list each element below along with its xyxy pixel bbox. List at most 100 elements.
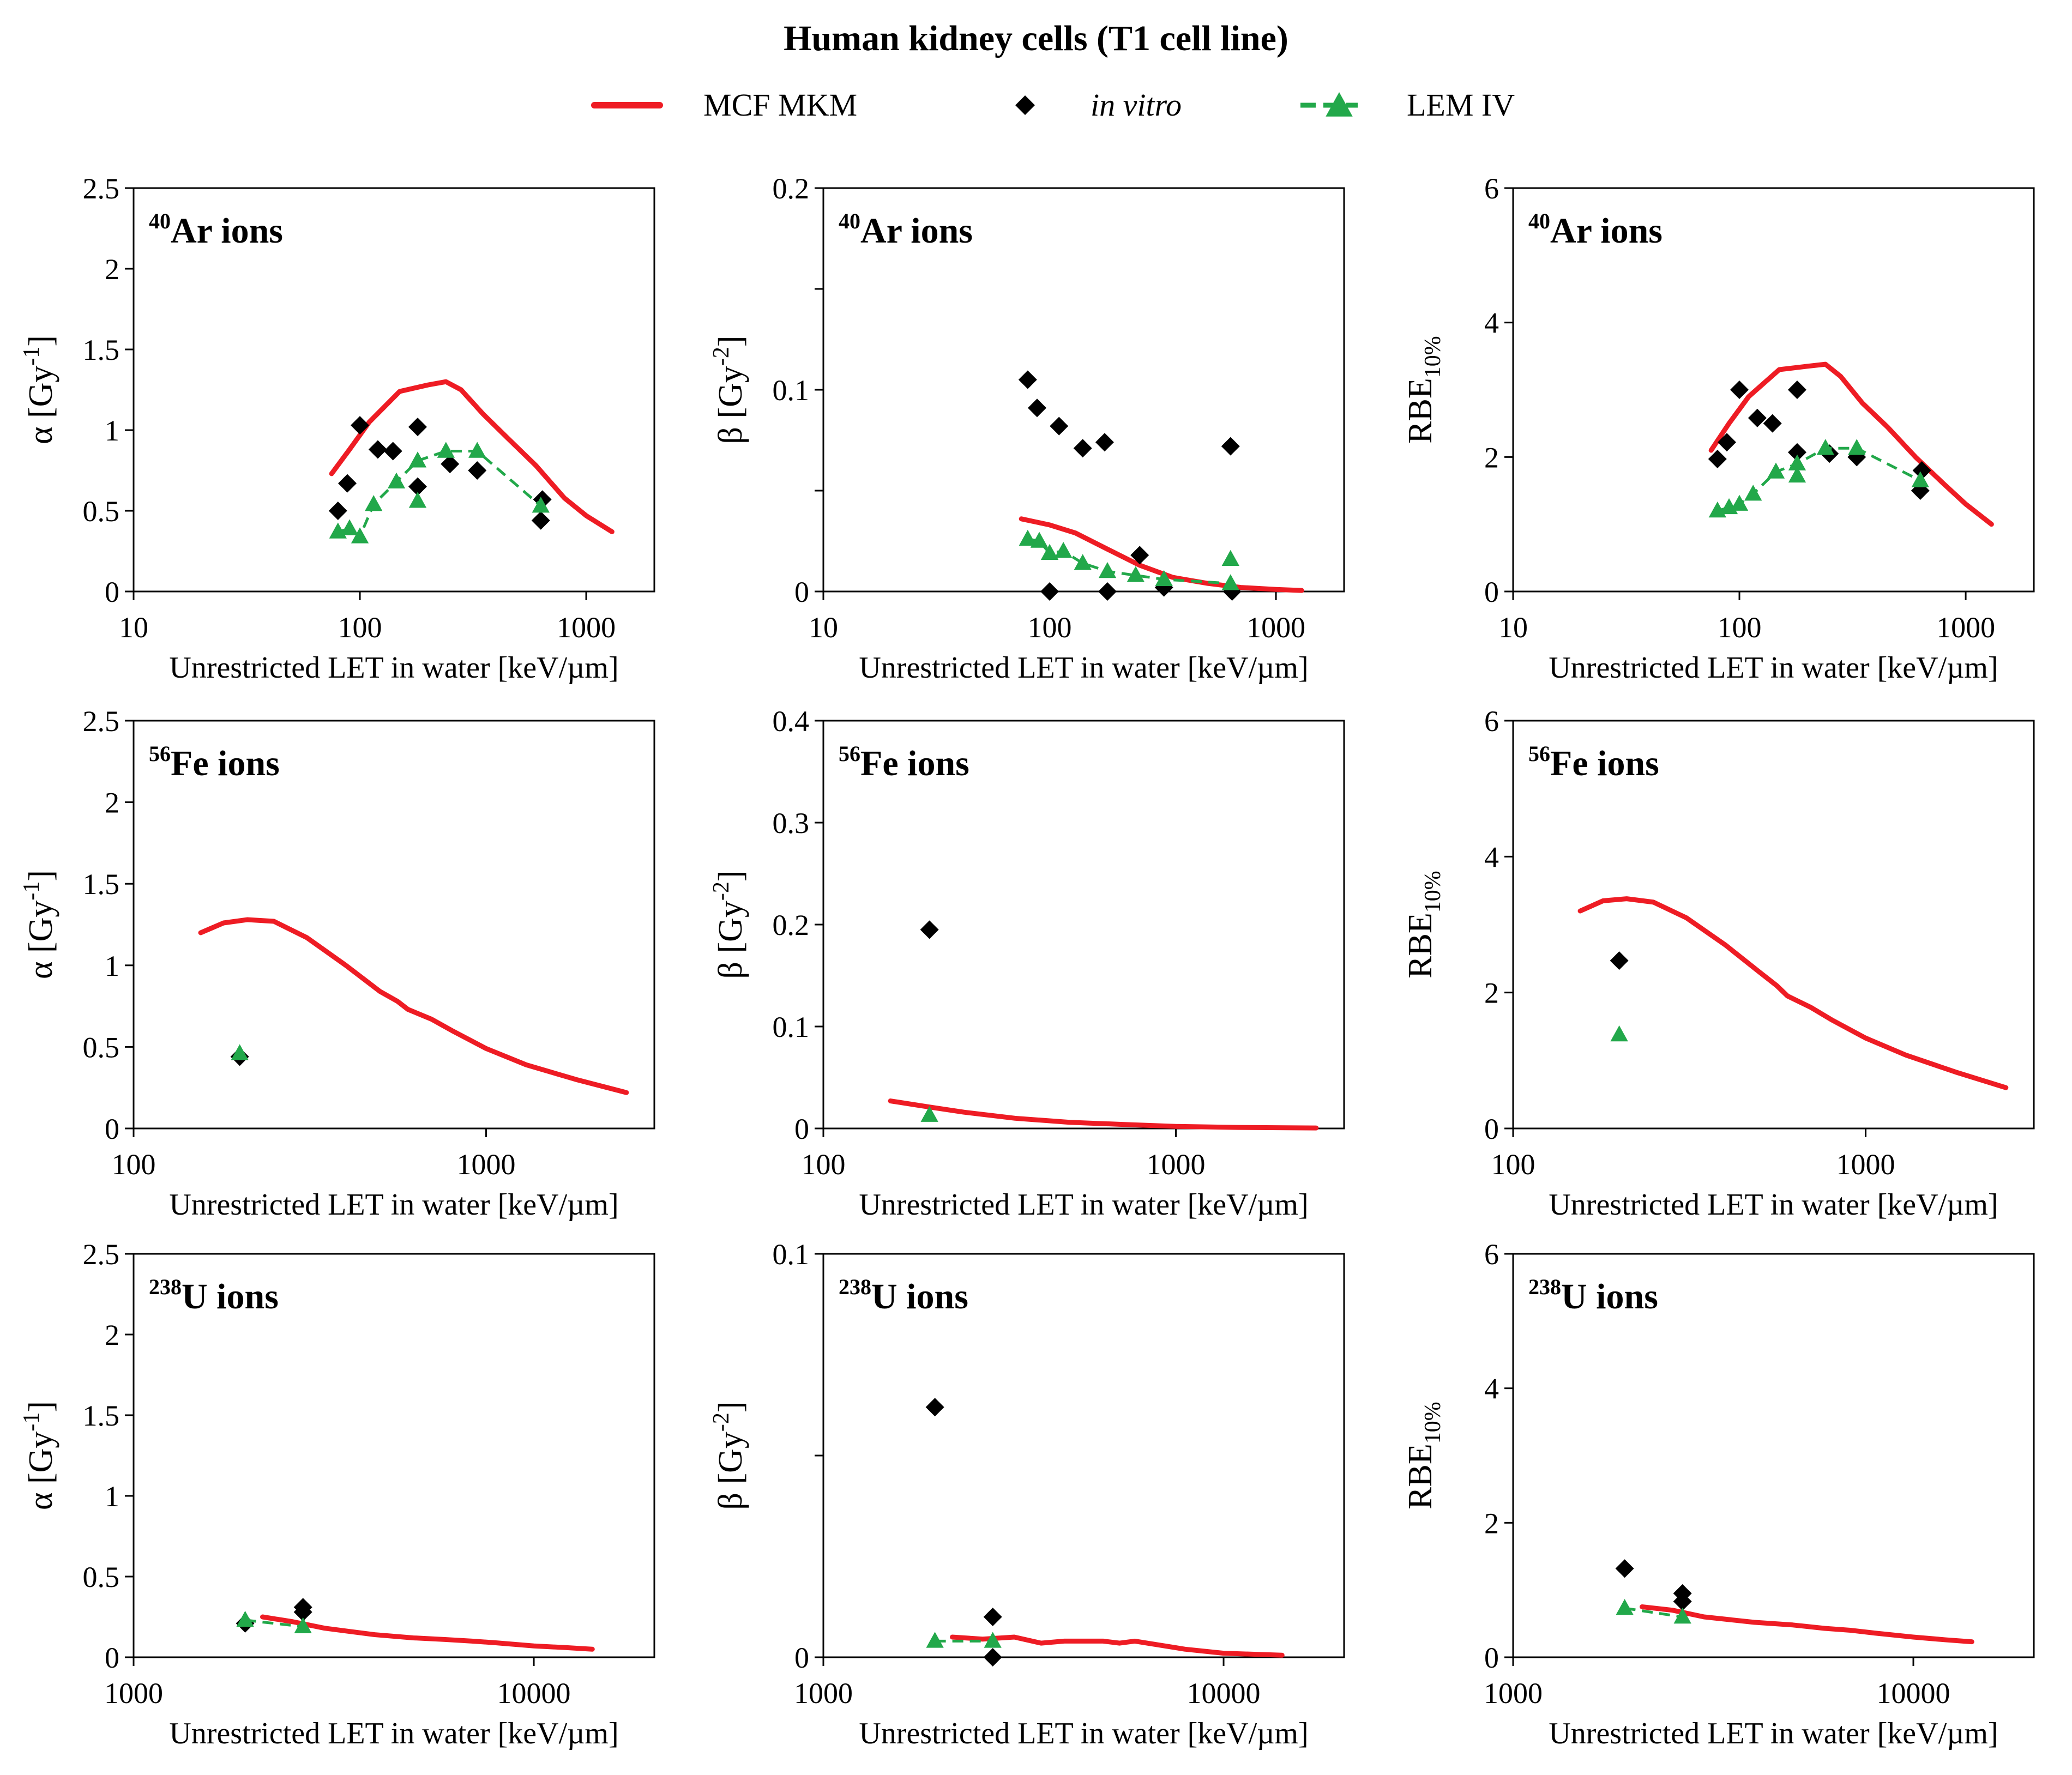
ion-mass-number: 238 bbox=[839, 1275, 871, 1299]
y-label-sup: -1 bbox=[19, 347, 44, 366]
ion-mass-number: 40 bbox=[1528, 209, 1550, 233]
y-axis-label: α [Gy-1] bbox=[19, 335, 59, 444]
y-label-sub: 10% bbox=[1420, 1402, 1445, 1444]
mcf-mkm-line bbox=[1708, 361, 1994, 527]
x-axis-label: Unrestricted LET in water [keV/µm] bbox=[1549, 1717, 1998, 1750]
ion-mass-number: 56 bbox=[839, 741, 860, 766]
ion-name: Ar ions bbox=[1550, 211, 1663, 251]
ion-name: Fe ions bbox=[860, 744, 969, 783]
x-axis-label: Unrestricted LET in water [keV/µm] bbox=[169, 1717, 618, 1750]
panel-ion-label: 56Fe ions bbox=[839, 741, 969, 783]
in-vitro-point bbox=[1787, 443, 1806, 462]
in-vitro-point bbox=[531, 511, 550, 530]
y-tick-label: 6 bbox=[1484, 705, 1499, 738]
x-tick-label: 10000 bbox=[1187, 1677, 1261, 1710]
y-tick-label: 0 bbox=[105, 1641, 119, 1674]
panel-ar-beta: 0 0.1 0.2 10 100 1000 Unrestricted LET in wate… bbox=[709, 172, 1345, 685]
lem-iv-point bbox=[468, 442, 486, 458]
in-vitro-point bbox=[351, 416, 370, 435]
lem-iv-point bbox=[294, 1617, 312, 1633]
lem-iv-point bbox=[1616, 1598, 1634, 1615]
y-axis-label: RBE10% bbox=[1402, 336, 1445, 444]
y-tick-label: 2.5 bbox=[83, 172, 120, 205]
in-vitro-point bbox=[1040, 582, 1059, 601]
lem-iv-point bbox=[1019, 529, 1037, 546]
mcf-mkm-line bbox=[950, 1634, 1285, 1658]
y-label-main: RBE bbox=[1402, 913, 1439, 979]
ion-mass-number: 40 bbox=[839, 209, 860, 233]
x-axis-label: Unrestricted LET in water [keV/µm] bbox=[169, 1188, 618, 1222]
y-tick-label: 2 bbox=[105, 253, 119, 286]
ion-mass-number: 56 bbox=[1528, 741, 1550, 766]
lem-iv-point bbox=[236, 1610, 254, 1627]
y-tick-label: 0 bbox=[105, 576, 119, 608]
in-vitro-point bbox=[1673, 1592, 1692, 1611]
lem-iv-dashed-line bbox=[338, 449, 542, 539]
panel-ion-label: 56Fe ions bbox=[1528, 741, 1659, 783]
y-tick-label: 4 bbox=[1484, 841, 1499, 873]
x-tick-label: 1000 bbox=[1836, 1148, 1895, 1181]
x-tick-label: 1000 bbox=[1936, 611, 1995, 644]
legend-invitro-label: in vitro bbox=[1091, 87, 1182, 123]
y-tick-label: 4 bbox=[1484, 307, 1499, 340]
lem-iv-point bbox=[1127, 566, 1145, 582]
y-tick-label: 0.5 bbox=[83, 1561, 120, 1593]
in-vitro-point bbox=[983, 1608, 1002, 1626]
y-axis-label: α [Gy-1] bbox=[19, 870, 59, 979]
y-axis-label: RBE10% bbox=[1402, 1402, 1445, 1510]
plot-frame bbox=[132, 720, 655, 1130]
ion-name: Fe ions bbox=[1550, 744, 1659, 783]
y-label-main: α [Gy bbox=[22, 901, 59, 979]
in-vitro-point bbox=[1050, 416, 1069, 436]
in-vitro-point bbox=[1073, 439, 1092, 458]
lem-iv-point bbox=[1788, 454, 1806, 470]
x-axis-label: Unrestricted LET in water [keV/µm] bbox=[859, 651, 1308, 685]
lem-iv-point bbox=[1730, 494, 1749, 511]
in-vitro-point bbox=[368, 440, 387, 459]
y-tick-label: 2 bbox=[1484, 1507, 1499, 1539]
panel-ion-label: 40Ar ions bbox=[149, 209, 283, 251]
x-tick-label: 10000 bbox=[497, 1677, 571, 1710]
y-tick-label: 2 bbox=[105, 787, 119, 819]
panel-ion-label: 56Fe ions bbox=[149, 741, 280, 783]
lem-iv-dashed-line bbox=[1717, 446, 1921, 512]
y-label-sup: -1 bbox=[19, 1412, 44, 1432]
panel-fe-rbe: 0 2 4 6 100 1000 Unrestricted LET in water [ke… bbox=[1402, 705, 2035, 1222]
y-label-main: RBE bbox=[1402, 378, 1439, 444]
in-vitro-point bbox=[328, 502, 347, 520]
y-tick-label: 1 bbox=[105, 950, 119, 982]
y-label-main: α [Gy bbox=[22, 1432, 59, 1510]
ion-name: Ar ions bbox=[860, 211, 973, 251]
mcf-mkm-line bbox=[329, 379, 615, 534]
y-tick-label: 1 bbox=[105, 1480, 119, 1513]
ion-name: U ions bbox=[871, 1277, 968, 1317]
lem-iv-point bbox=[1040, 544, 1059, 560]
lem-iv-point bbox=[984, 1632, 1002, 1648]
y-label-sup: -1 bbox=[19, 882, 44, 901]
in-vitro-point bbox=[1095, 433, 1114, 452]
mcf-mkm-line bbox=[198, 917, 629, 1095]
y-label-sup: -2 bbox=[709, 882, 734, 901]
panel-u-beta: 0 0.1 1000 10000 Unrestricted LET in water [… bbox=[709, 1238, 1345, 1750]
panel-ion-label: 238U ions bbox=[1528, 1275, 1658, 1317]
legend-invitro-marker bbox=[1015, 95, 1035, 115]
y-label-close: ] bbox=[712, 1401, 749, 1412]
x-axis-label: Unrestricted LET in water [keV/µm] bbox=[859, 1188, 1308, 1222]
y-label-sup: -2 bbox=[709, 1412, 734, 1432]
x-tick-label: 100 bbox=[1718, 611, 1762, 644]
y-tick-label: 4 bbox=[1484, 1373, 1499, 1405]
in-vitro-point bbox=[920, 920, 939, 939]
ion-name: Ar ions bbox=[171, 211, 283, 251]
lem-iv-point bbox=[1816, 439, 1834, 455]
in-vitro-point bbox=[1221, 437, 1240, 456]
lem-iv-point bbox=[1788, 466, 1806, 483]
mcf-mkm-line bbox=[1577, 896, 2009, 1090]
panel-ion-label: 40Ar ions bbox=[1528, 209, 1663, 251]
y-label-main: α [Gy bbox=[22, 366, 59, 444]
x-tick-label: 1000 bbox=[557, 611, 616, 644]
lem-iv-point bbox=[1911, 471, 1929, 487]
y-label-close: ] bbox=[22, 870, 59, 882]
y-tick-label: 0.2 bbox=[773, 172, 810, 205]
panel-fe-alpha: 0 0.5 1 1.5 2 2.5 100 1000 Unrestricted LET in w… bbox=[19, 705, 655, 1222]
